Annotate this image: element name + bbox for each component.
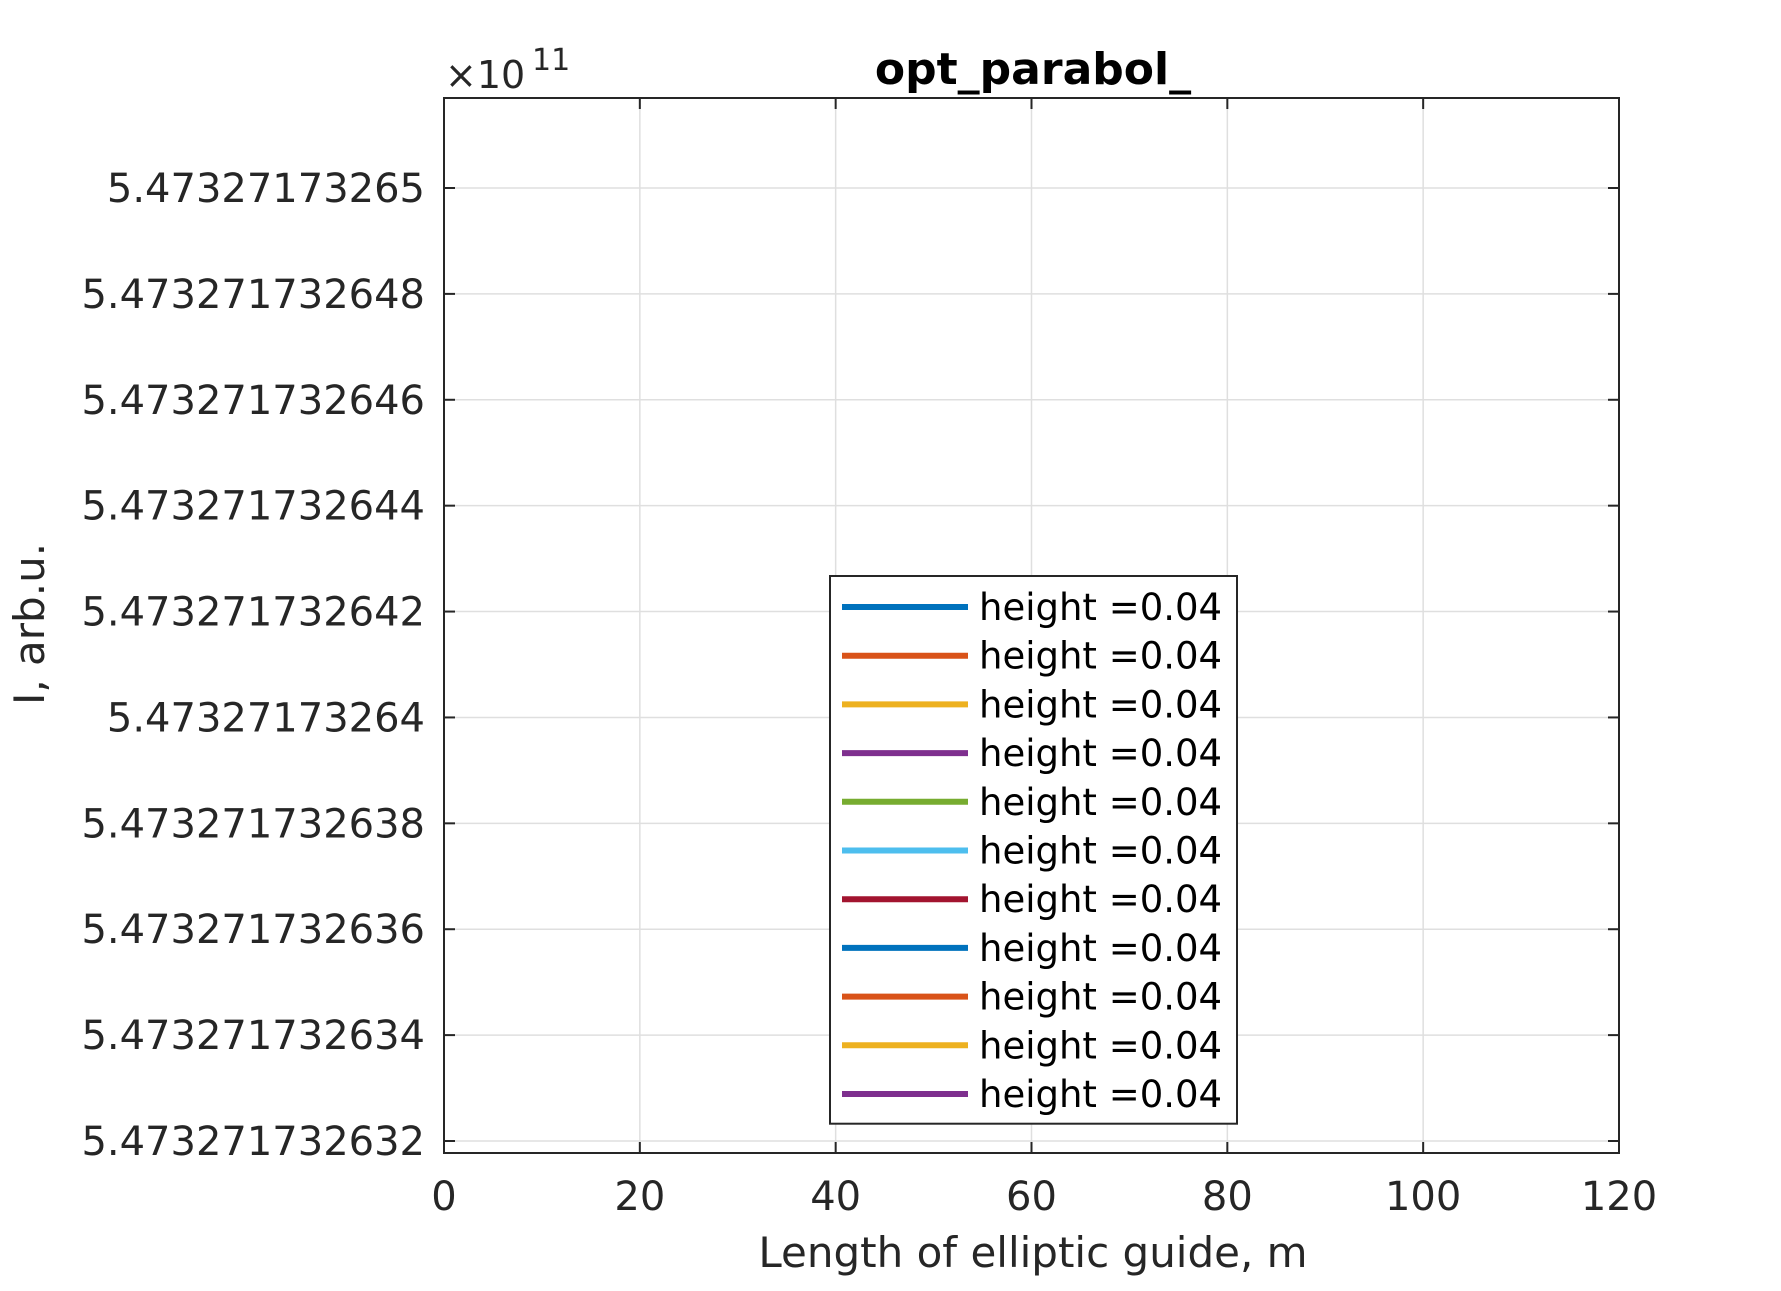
legend-label: height =0.04 xyxy=(979,878,1222,921)
legend-items: height =0.04 height =0.04 height =0.04 heig… xyxy=(842,586,1222,1116)
x-tick-label: 20 xyxy=(614,1174,665,1220)
chart-title: opt_parabol_ xyxy=(875,44,1191,95)
legend-label: height =0.04 xyxy=(979,976,1222,1019)
y-tick-label: 5.473271732638 xyxy=(81,801,425,847)
y-tick-label: 5.473271732632 xyxy=(81,1119,425,1165)
legend-label: height =0.04 xyxy=(979,830,1222,873)
y-tick-label: 5.47327173265 xyxy=(107,166,425,212)
x-tick-label: 80 xyxy=(1202,1174,1253,1220)
legend-label: height =0.04 xyxy=(979,586,1222,629)
x-tick-label: 40 xyxy=(810,1174,861,1220)
x-tick-label: 0 xyxy=(431,1174,456,1220)
legend-label: height =0.04 xyxy=(979,1024,1222,1067)
legend-label: height =0.04 xyxy=(979,635,1222,678)
axis-ticks xyxy=(443,98,1620,1153)
y-exponent-base: ×10 xyxy=(445,53,525,97)
x-axis-label: Length of elliptic guide, m xyxy=(758,1228,1307,1277)
y-tick-labels: 5.473271732632 5.473271732634 5.4732717326… xyxy=(81,166,425,1165)
y-exponent-power: 11 xyxy=(532,43,570,78)
y-tick-label: 5.473271732642 xyxy=(81,590,425,636)
x-tick-labels: 0 20 40 60 80 100 120 xyxy=(431,1174,1657,1220)
legend[interactable]: height =0.04 height =0.04 height =0.04 heig… xyxy=(829,575,1238,1125)
legend-label: height =0.04 xyxy=(979,683,1222,726)
y-tick-label: 5.473271732648 xyxy=(81,272,425,318)
y-tick-label: 5.47327173264 xyxy=(107,695,425,741)
y-tick-label: 5.473271732646 xyxy=(81,378,425,424)
legend-label: height =0.04 xyxy=(979,927,1222,970)
y-tick-label: 5.473271732636 xyxy=(81,907,425,953)
legend-label: height =0.04 xyxy=(979,1073,1222,1116)
y-tick-label: 5.473271732634 xyxy=(81,1013,425,1059)
legend-label: height =0.04 xyxy=(979,781,1222,824)
x-tick-label: 100 xyxy=(1385,1174,1461,1220)
legend-label: height =0.04 xyxy=(979,732,1222,775)
y-axis-label: I, arb.u. xyxy=(5,543,54,705)
y-tick-label: 5.473271732644 xyxy=(81,484,425,530)
x-tick-label: 120 xyxy=(1581,1174,1657,1220)
x-tick-label: 60 xyxy=(1006,1174,1057,1220)
